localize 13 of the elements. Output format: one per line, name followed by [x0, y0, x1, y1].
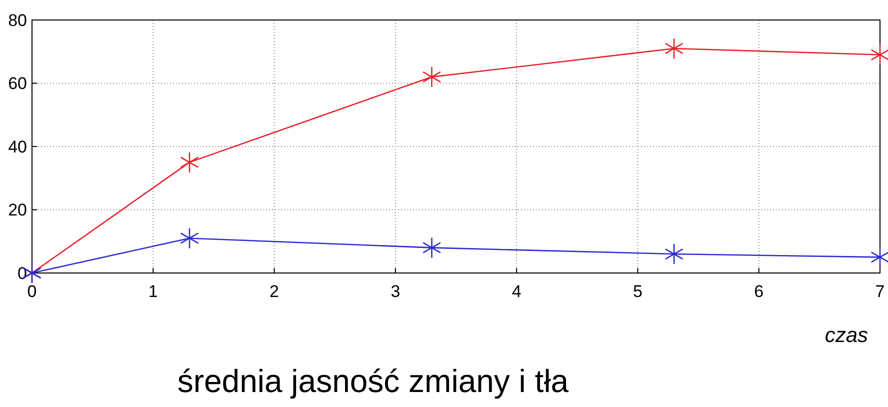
x-tick-label: 6 [754, 282, 764, 301]
y-tick-label: 80 [8, 10, 27, 30]
x-axis-title: czas [824, 324, 868, 347]
x-tick-label: 3 [390, 282, 400, 301]
y-tick-label: 60 [8, 74, 27, 94]
x-tick-label: 4 [512, 282, 522, 301]
x-tick-label: 2 [270, 282, 280, 301]
x-tick-label: 5 [632, 282, 642, 301]
y-tick-label: 20 [8, 200, 27, 220]
x-tick-label: 7 [875, 282, 885, 301]
y-tick-label: 40 [8, 137, 27, 156]
text: średnia jasność zmiany i tła [177, 363, 569, 399]
x-tick-label: 1 [148, 282, 158, 301]
